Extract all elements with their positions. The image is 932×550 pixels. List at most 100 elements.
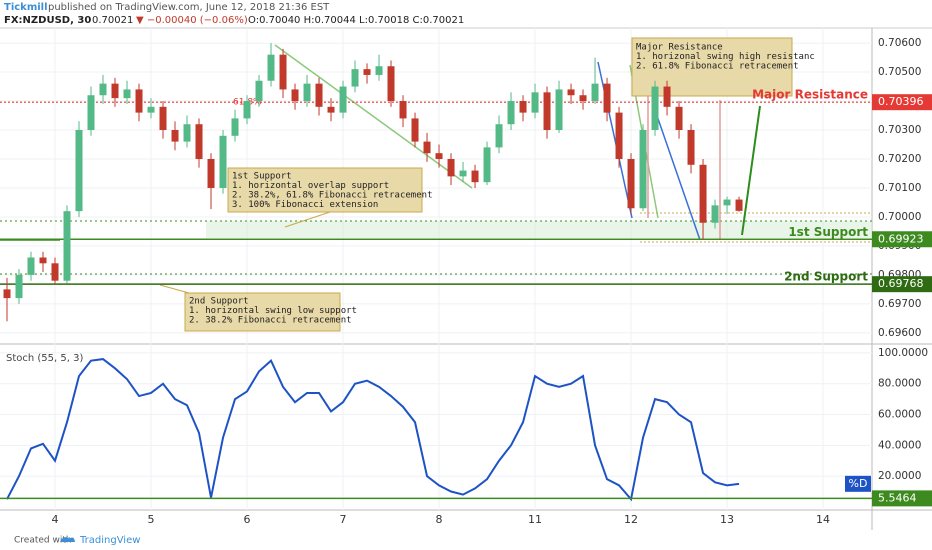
candle-body [531,92,539,113]
candle-body [75,130,83,212]
x-tick-label: 14 [816,513,830,526]
stoch-line [6,358,740,502]
level-tag [872,276,932,293]
candle-body [687,130,695,165]
pane-title: Stoch (55, 5, 3) [6,353,83,364]
brand-icon [60,537,75,542]
candle-body [99,83,107,96]
y-tick-label: 80.0000 [878,378,921,390]
candle-body [51,263,59,281]
annotation-box [184,292,341,332]
candle-body [279,54,287,90]
candle-body [723,199,731,206]
level-value: 0.69923 [878,232,924,245]
y-tick-label: 60.0000 [878,409,921,421]
last-price: 0.70021 [92,15,133,26]
published: published on TradingView.com, June 12, 2… [48,2,330,13]
candle-body [399,101,407,119]
candle-body [519,101,527,113]
candle-body [735,199,743,211]
candle-body [711,205,719,223]
level-value: 0.70396 [878,95,924,108]
candle-body [15,274,23,299]
candle-body [195,124,203,159]
y-tick-label: 0.69700 [878,298,921,310]
level-tag [872,94,932,111]
candle-body [663,86,671,107]
level-tag [872,490,932,507]
annotation-text: Major Resistance [636,43,723,53]
footer-created: Created with [14,536,72,546]
series-tag [845,475,871,492]
candle-body [3,289,11,299]
candle-body [675,106,683,131]
level-value: 0.69768 [878,277,924,290]
annotation-text: 1. horizontal swing low support [189,306,357,316]
annotation-box [227,167,423,213]
candle-body [291,89,299,102]
y-tick-label: 100.0000 [878,347,928,359]
annotation-text: 2nd Support [189,297,249,307]
candle-body [567,89,575,96]
x-tick-label: 6 [244,513,251,526]
annotation-text: 1st Support [232,172,292,182]
series-label: %D [849,477,868,490]
annotation-text: 1. horizontal overlap support [232,181,389,191]
projection-arrow [741,105,761,236]
y-tick-label: 20.0000 [878,470,921,482]
price-change: ▼ −0.00040 (−0.06%) [136,15,248,26]
annotation-text: 2. 38.2%, 61.8% Fibonacci retracement [232,191,432,201]
x-tick-label: 12 [624,513,638,526]
candle-body [159,106,167,131]
candle-body [555,89,563,131]
support-zone [206,221,872,238]
candle-body [303,83,311,102]
annotation-text: 2. 61.8% Fibonacci retracement [636,62,799,72]
candle-body [459,170,467,177]
candle-body [651,86,659,131]
x-tick-label: 11 [528,513,542,526]
candle-body [27,257,35,275]
y-tick-label: 40.0000 [878,439,921,451]
symbol: FX:NZDUSD, 30 [4,15,91,26]
x-tick-label: 13 [720,513,734,526]
candle-body [243,101,251,119]
candle-body [483,147,491,183]
candle-body [315,83,323,107]
annotation-text: 1. horizonal swing high resistanc [636,52,815,62]
y-tick-label: 0.70100 [878,182,921,194]
level-name: 1st Support [788,225,868,239]
candle-body [39,257,47,264]
candle-body [543,92,551,131]
annotation-box [631,37,793,97]
candle-body [447,158,455,177]
level-name: 2nd Support [784,270,868,284]
level-name: Major Resistance [752,88,868,102]
footer-brand: TradingView [79,535,140,546]
candle-body [495,124,503,148]
candle-body [591,83,599,102]
y-tick-label: 0.69600 [878,327,921,339]
y-tick-label: 0.70600 [878,37,921,49]
candle-body [147,106,155,113]
candle-body [411,118,419,142]
x-tick-label: 4 [52,513,59,526]
candle-body [375,66,383,75]
candle-body [351,69,359,87]
annotation-text: 3. 100% Fibonacci extension [232,200,378,210]
y-tick-label: 0.70300 [878,124,921,136]
candle-body [111,83,119,99]
candle-body [219,135,227,188]
candle-body [123,89,131,99]
candle-body [471,170,479,183]
level-tag [872,231,932,248]
candle-body [255,80,263,102]
candle-body [699,164,707,223]
swing-arrow [654,109,701,241]
candle-body [627,158,635,209]
candle-body [639,130,647,209]
x-tick-label: 5 [148,513,155,526]
candle-body [363,69,371,75]
